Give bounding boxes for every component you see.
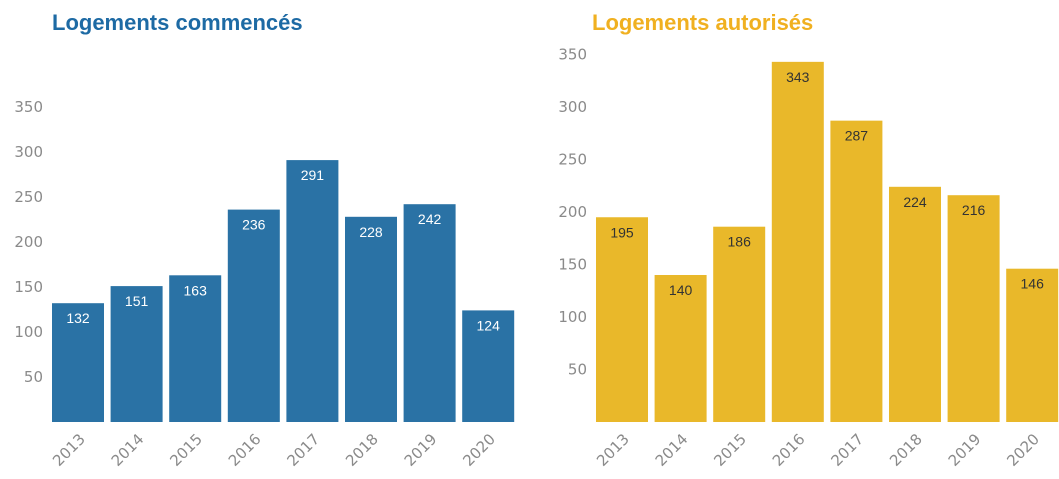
bar-2015 [713, 226, 766, 422]
y-tick-label: 150 [558, 256, 587, 274]
bar-2013 [52, 303, 104, 422]
data-label-2013: 132 [66, 310, 90, 326]
data-label-2020: 146 [1021, 276, 1045, 292]
data-label-2019: 216 [962, 202, 986, 218]
bar-2018 [345, 216, 397, 422]
y-tick-label: 150 [14, 278, 43, 296]
y-tick-label: 300 [14, 143, 43, 161]
y-tick-label: 100 [14, 323, 43, 341]
data-label-2014: 140 [669, 282, 693, 298]
data-label-2015: 163 [184, 282, 208, 298]
x-tick-label: 2015 [166, 430, 206, 470]
chart-title-autorises: Logements autorisés [592, 10, 813, 35]
data-label-2018: 224 [903, 194, 927, 210]
y-tick-label: 100 [558, 308, 587, 326]
chart-title-commences: Logements commencés [52, 10, 303, 35]
x-tick-label: 2013 [593, 430, 633, 470]
x-tick-label: 2016 [769, 430, 809, 470]
data-label-2016: 343 [786, 69, 810, 85]
bar-2019 [947, 195, 1000, 422]
chart-logements-commences: Logements commencés 50 100 150 200 250 300 350 1… [14, 10, 515, 470]
x-tick-label: 2014 [652, 430, 692, 470]
data-label-2014: 151 [125, 293, 149, 309]
bar-2016 [771, 61, 824, 422]
bar-2017 [286, 160, 339, 422]
x-tick-label: 2015 [710, 430, 750, 470]
y-tick-label: 50 [24, 368, 43, 386]
bar-2018 [889, 186, 941, 422]
bar-2015 [169, 275, 222, 422]
y-tick-label: 50 [568, 361, 587, 379]
data-label-2017: 287 [845, 128, 869, 144]
x-tick-label: 2018 [886, 430, 926, 470]
x-tick-label: 2017 [827, 430, 867, 470]
y-tick-label: 200 [14, 233, 43, 251]
bar-2014 [654, 275, 707, 422]
bar-2019 [403, 204, 456, 422]
bar-2017 [830, 120, 883, 423]
bar-2014 [110, 286, 163, 422]
data-label-2016: 236 [242, 217, 266, 233]
x-tick-label: 2019 [401, 430, 441, 470]
data-label-2020: 124 [477, 317, 501, 333]
x-tick-label: 2019 [945, 430, 985, 470]
x-tick-label: 2013 [49, 430, 89, 470]
bar-2020 [1006, 268, 1059, 422]
data-label-2015: 186 [728, 234, 752, 250]
y-tick-label: 250 [14, 188, 43, 206]
x-tick-label: 2014 [108, 430, 148, 470]
chart-logements-autorises: Logements autorisés 50 100 150 200 250 300 350 1… [558, 10, 1059, 470]
data-label-2018: 228 [359, 224, 383, 240]
data-label-2013: 195 [610, 224, 634, 240]
y-tick-label: 250 [558, 151, 587, 169]
x-tick-label: 2018 [342, 430, 382, 470]
y-tick-label: 300 [558, 98, 587, 116]
y-tick-label: 200 [558, 203, 587, 221]
data-label-2017: 291 [301, 167, 325, 183]
x-tick-label: 2016 [225, 430, 265, 470]
y-tick-label: 350 [558, 46, 587, 64]
x-tick-label: 2020 [1003, 430, 1043, 470]
bar-2020 [462, 310, 515, 422]
y-tick-label: 350 [14, 98, 43, 116]
bar-2016 [227, 209, 280, 422]
x-tick-label: 2020 [459, 430, 499, 470]
data-label-2019: 242 [418, 211, 442, 227]
bar-2013 [596, 217, 648, 422]
x-tick-label: 2017 [283, 430, 323, 470]
